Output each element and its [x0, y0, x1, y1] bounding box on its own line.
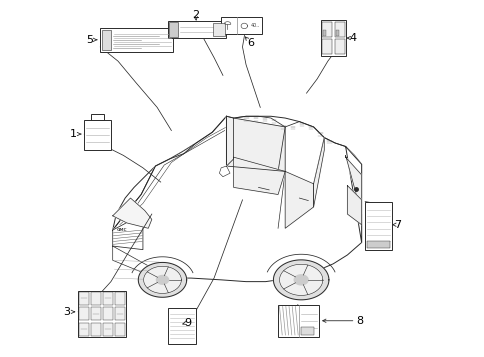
- Polygon shape: [294, 275, 307, 285]
- Polygon shape: [112, 214, 143, 250]
- Polygon shape: [279, 264, 322, 296]
- Polygon shape: [233, 157, 285, 195]
- Text: 1: 1: [70, 129, 77, 139]
- Text: GMC: GMC: [116, 228, 127, 232]
- Bar: [100, 28, 173, 52]
- Bar: [335, 30, 338, 36]
- Polygon shape: [345, 155, 361, 214]
- Text: 6: 6: [247, 38, 254, 48]
- Polygon shape: [143, 266, 181, 293]
- Polygon shape: [112, 116, 226, 230]
- Bar: [91, 307, 101, 320]
- Bar: [322, 30, 326, 36]
- Bar: [168, 22, 177, 37]
- Polygon shape: [112, 198, 151, 228]
- Text: 9: 9: [183, 317, 191, 327]
- Bar: [334, 22, 344, 37]
- Bar: [115, 307, 124, 320]
- Polygon shape: [313, 137, 324, 207]
- Polygon shape: [285, 171, 313, 228]
- Polygon shape: [112, 116, 361, 282]
- Bar: [91, 292, 101, 305]
- Polygon shape: [112, 246, 160, 280]
- Polygon shape: [219, 166, 229, 177]
- Bar: [277, 305, 318, 337]
- Polygon shape: [347, 186, 361, 225]
- Polygon shape: [138, 262, 186, 297]
- Text: 5: 5: [86, 35, 93, 45]
- Bar: [167, 308, 196, 344]
- Text: 3: 3: [63, 307, 71, 317]
- Text: 40..: 40..: [250, 24, 259, 29]
- Bar: [221, 17, 261, 35]
- Bar: [115, 323, 124, 336]
- Polygon shape: [156, 276, 168, 284]
- Bar: [102, 30, 111, 50]
- Bar: [103, 292, 113, 305]
- Text: 2: 2: [192, 10, 199, 20]
- Bar: [79, 323, 89, 336]
- Bar: [321, 40, 332, 54]
- Bar: [321, 22, 332, 37]
- Bar: [79, 292, 89, 305]
- Bar: [103, 323, 113, 336]
- Bar: [167, 21, 226, 38]
- Bar: [334, 40, 344, 54]
- Bar: [103, 307, 113, 320]
- Polygon shape: [226, 116, 233, 166]
- Bar: [366, 241, 389, 248]
- Bar: [91, 323, 101, 336]
- Bar: [79, 307, 89, 320]
- Polygon shape: [273, 260, 328, 300]
- Bar: [364, 202, 391, 250]
- Bar: [84, 120, 111, 150]
- Text: 8: 8: [356, 316, 363, 326]
- Bar: [212, 23, 225, 36]
- Bar: [320, 20, 346, 56]
- Polygon shape: [345, 146, 361, 242]
- Text: 4: 4: [348, 33, 356, 43]
- Bar: [78, 291, 126, 337]
- Bar: [91, 114, 104, 120]
- Bar: [300, 327, 314, 335]
- Text: 7: 7: [393, 220, 400, 230]
- Polygon shape: [226, 116, 285, 171]
- Bar: [115, 292, 124, 305]
